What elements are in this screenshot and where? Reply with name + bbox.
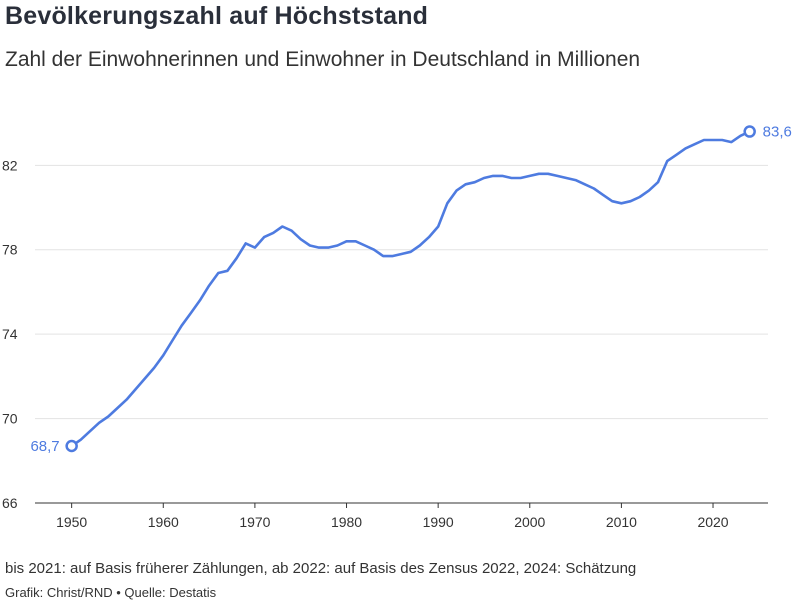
series [65, 125, 756, 453]
start-value-label: 68,7 [30, 438, 59, 455]
x-tick-label: 1950 [56, 514, 87, 530]
x-tick-label: 2020 [697, 514, 728, 530]
footnote: bis 2021: auf Basis früherer Zählungen, … [5, 560, 637, 577]
x-axis: 1950 1960 1970 1980 1990 2000 2010 2020 [35, 502, 768, 530]
source-credit: Grafik: Christ/RND • Quelle: Destatis [5, 585, 217, 600]
y-axis-ticks: 66 70 74 78 82 [2, 157, 18, 511]
y-tick-label: 74 [2, 326, 18, 342]
population-line [70, 130, 751, 448]
end-value-label: 83,6 [763, 124, 792, 141]
chart-subtitle: Zahl der Einwohnerinnen und Einwohner in… [5, 48, 641, 71]
x-tick-label: 1970 [239, 514, 270, 530]
gridlines [35, 164, 768, 420]
x-tick-label: 2010 [606, 514, 637, 530]
start-point-marker [65, 439, 78, 453]
x-tick-label: 2000 [514, 514, 545, 530]
y-tick-label: 66 [2, 495, 18, 511]
end-point-marker [743, 125, 756, 138]
x-tick-label: 1960 [148, 514, 179, 530]
chart-title: Bevölkerungszahl auf Höchststand [5, 2, 429, 30]
y-tick-label: 82 [2, 157, 18, 173]
data-labels: 68,7 83,6 [30, 124, 791, 455]
x-tick-label: 1990 [423, 514, 454, 530]
x-tick-label: 1980 [331, 514, 362, 530]
y-tick-label: 78 [2, 242, 18, 258]
y-tick-label: 70 [2, 411, 18, 427]
